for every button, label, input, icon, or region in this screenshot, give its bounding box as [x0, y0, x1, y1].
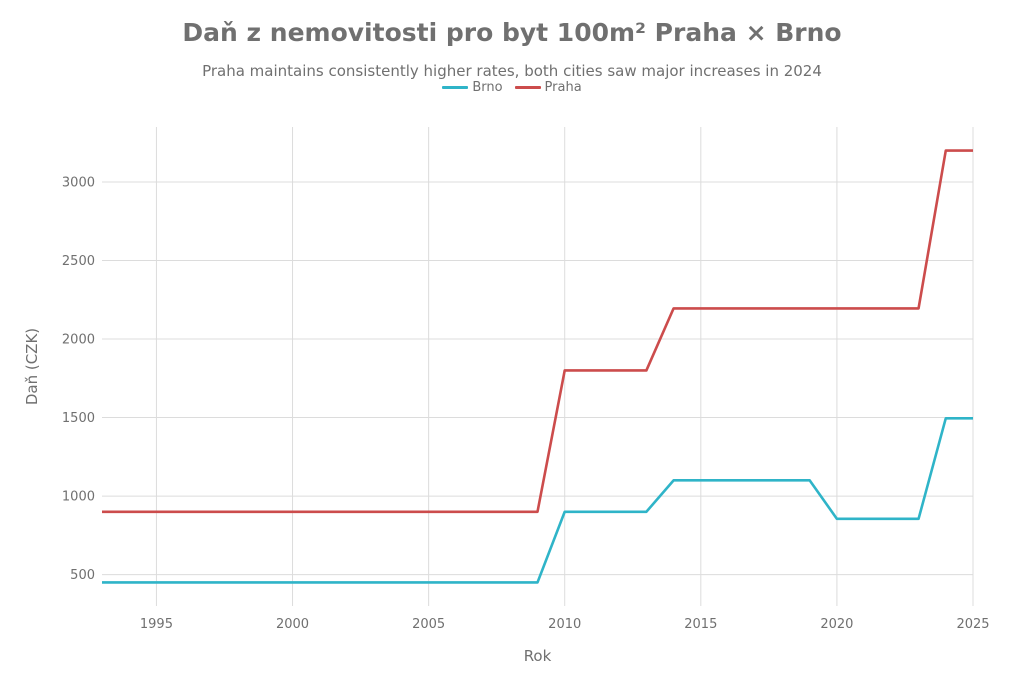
legend-swatch-brno — [442, 86, 469, 89]
x-tick-label-2010: 2010 — [548, 617, 581, 632]
y-tick-label-2000: 2000 — [62, 333, 95, 348]
x-axis-label: Rok — [524, 647, 552, 665]
y-tick-label-500: 500 — [70, 568, 95, 583]
legend-label-praha: Praha — [544, 80, 582, 95]
y-tick-label-2500: 2500 — [62, 254, 95, 269]
series-line-praha[interactable] — [102, 149, 973, 514]
y-tick-label-1000: 1000 — [62, 490, 95, 505]
series-lines — [102, 149, 973, 584]
series-line-brno[interactable] — [102, 417, 973, 584]
tick-labels: 1995 2000 2005 2010 2015 2020 2025 500 1000 1500 2… — [62, 175, 990, 632]
legend-label-brno: Brno — [472, 80, 503, 95]
x-tick-label-1995: 1995 — [140, 617, 173, 632]
y-tick-label-3000: 3000 — [62, 175, 95, 190]
x-tick-label-2020: 2020 — [820, 617, 853, 632]
y-axis-label: Daň (CZK) — [23, 328, 41, 405]
x-tick-label-2015: 2015 — [684, 617, 717, 632]
chart-subtitle: Praha maintains consistently higher rate… — [202, 62, 822, 80]
legend-item-praha[interactable]: Praha — [514, 80, 582, 95]
legend-swatch-praha — [514, 86, 541, 89]
legend-item-brno[interactable]: Brno — [442, 80, 503, 95]
chart-title: Daň z nemovitosti pro byt 100m² Praha × … — [182, 18, 842, 47]
y-tick-label-1500: 1500 — [62, 411, 95, 426]
legend: Brno Praha — [0, 80, 1024, 95]
grid — [102, 127, 974, 606]
x-tick-label-2005: 2005 — [412, 617, 445, 632]
x-tick-label-2000: 2000 — [276, 617, 309, 632]
x-tick-label-2025: 2025 — [956, 617, 989, 632]
